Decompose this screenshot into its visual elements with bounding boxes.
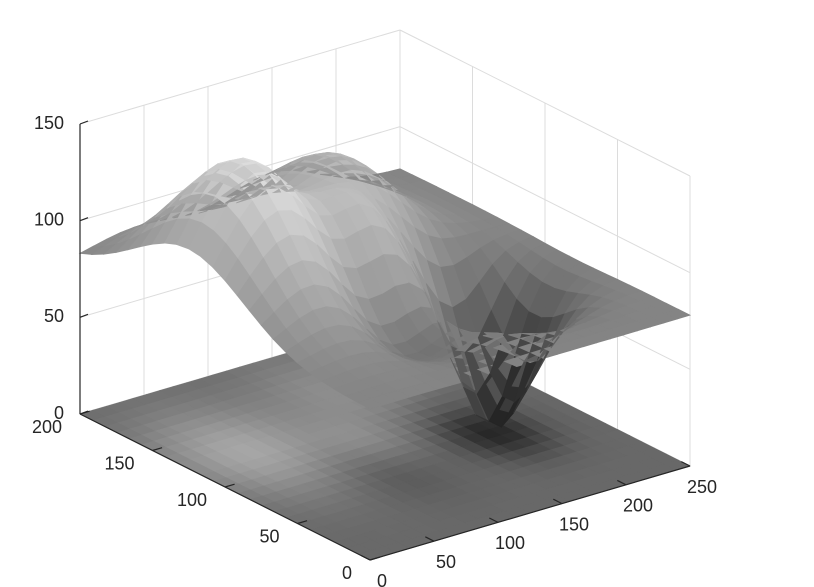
z-tick-label: 50	[44, 306, 64, 326]
x-tick-label: 200	[623, 496, 653, 516]
z-tick-label: 100	[34, 209, 64, 229]
y-tick-label: 50	[259, 526, 279, 546]
x-tick	[361, 555, 371, 561]
y-tick-label: 150	[104, 453, 134, 473]
y-tick-label: 100	[177, 490, 207, 510]
y-tick	[297, 520, 308, 525]
z-tick	[79, 217, 89, 222]
y-tick-label: 0	[342, 563, 352, 583]
y-tick	[224, 483, 235, 488]
x-axis-line	[369, 465, 691, 561]
z-tick	[79, 120, 89, 125]
axis-lines	[79, 120, 691, 561]
surface-mesh	[78, 151, 692, 428]
z-tick	[79, 410, 89, 415]
x-tick-label: 100	[495, 533, 525, 553]
surface-cell	[663, 308, 692, 320]
grid-line	[399, 29, 691, 177]
y-tick	[369, 556, 380, 561]
x-tick	[425, 536, 435, 542]
grid-line	[399, 126, 691, 274]
z-tick-label: 150	[34, 113, 64, 133]
z-tick	[79, 313, 89, 318]
grid-line	[79, 29, 401, 125]
x-tick-label: 50	[436, 552, 456, 572]
z-tick-label: 0	[54, 403, 64, 423]
x-tick-label: 250	[687, 477, 717, 497]
y-tick	[152, 447, 163, 452]
x-tick	[681, 461, 691, 467]
x-tick	[489, 517, 499, 523]
y-tick-label: 200	[32, 417, 62, 437]
x-tick	[617, 479, 627, 486]
x-tick-label: 0	[377, 571, 387, 587]
x-tick-label: 150	[559, 514, 589, 534]
x-tick	[553, 498, 563, 505]
